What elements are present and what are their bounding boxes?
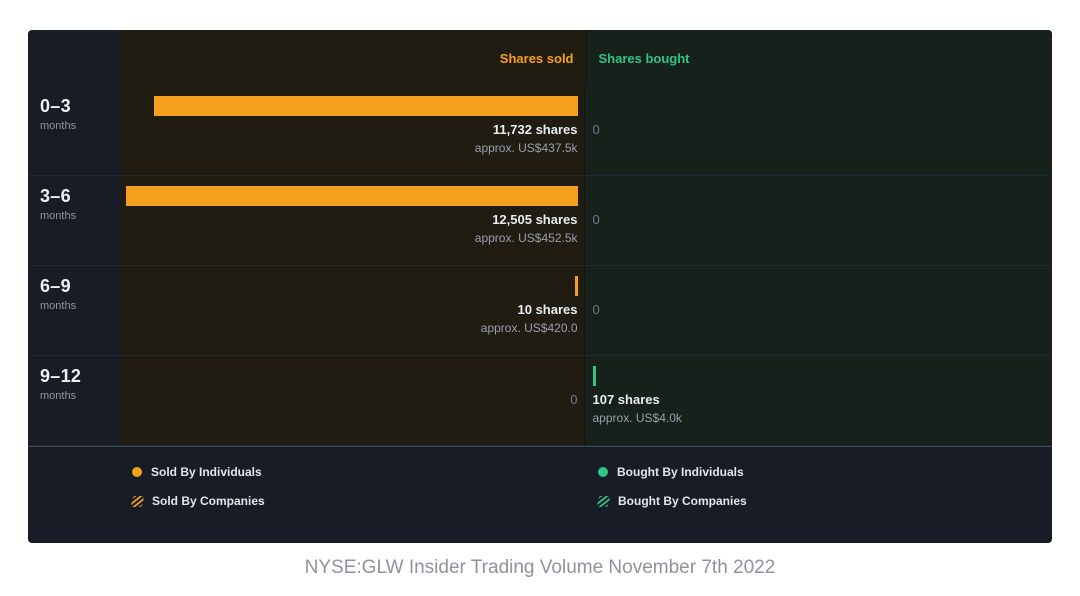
bought-approx-value [593, 142, 1045, 154]
bought-shares-value: 0 [592, 122, 600, 137]
bought-cell: 0 [583, 86, 1052, 175]
sold-legend-column: Sold By Individuals Sold By Companies [120, 465, 586, 508]
sold-bar-track [126, 276, 578, 296]
legend-item-bought-by-individuals: Bought By Individuals [598, 465, 1052, 479]
legend-label: Sold By Individuals [151, 465, 262, 479]
sold-shares-value: 10 shares [517, 302, 578, 317]
sold-approx-value: approx. US$420.0 [480, 321, 578, 335]
period-range: 9–12 [40, 366, 82, 386]
bought-cell: 0 [583, 266, 1052, 355]
legend-item-bought-by-companies: Bought By Companies [596, 494, 1052, 508]
chart-legend: Sold By Individuals Sold By Companies Bo… [28, 447, 1052, 508]
sold-companies-hatch-icon [130, 495, 145, 507]
bought-bar-track [593, 96, 1045, 116]
bought-bar-track [592, 366, 1045, 386]
period-row-6-9-months: 6–9 months 10 shares approx. US$420.0 0 [28, 266, 1052, 356]
period-unit: months [40, 120, 77, 132]
shares-sold-header: Shares sold [120, 30, 586, 86]
sold-cell: 12,505 shares approx. US$452.5k [120, 176, 584, 265]
sold-bar [153, 96, 578, 116]
period-label: 0–3 months [28, 86, 120, 175]
shares-bought-header: Shares bought [585, 30, 1052, 86]
bought-bar-track [593, 186, 1045, 206]
sold-cell: 0 [120, 356, 584, 445]
period-range: 6–9 [40, 276, 71, 296]
bought-cell: 107 shares approx. US$4.0k [583, 356, 1052, 445]
sold-bar [126, 186, 578, 206]
sold-individuals-circle-icon [132, 467, 142, 477]
legend-item-sold-by-individuals: Sold By Individuals [132, 465, 586, 479]
sold-shares-value: 12,505 shares [492, 212, 578, 227]
bought-shares-value: 0 [592, 302, 600, 317]
sold-approx-value: approx. US$437.5k [474, 141, 578, 155]
legend-divider [28, 446, 1052, 447]
period-row-0-3-months: 0–3 months 11,732 shares approx. US$437.… [28, 86, 1052, 176]
bought-bar-track [593, 276, 1045, 296]
bought-shares-value: 0 [592, 212, 600, 227]
sold-cell: 11,732 shares approx. US$437.5k [120, 86, 584, 175]
sold-shares-value: 0 [570, 392, 578, 407]
legend-label: Sold By Companies [152, 494, 265, 508]
sold-approx-value [126, 412, 578, 424]
legend-label: Bought By Companies [618, 494, 747, 508]
period-label: 6–9 months [28, 266, 120, 355]
period-unit: months [40, 300, 77, 312]
period-range: 3–6 [40, 186, 71, 206]
sold-shares-value: 11,732 shares [492, 122, 578, 137]
shares-bought-header-label: Shares bought [598, 50, 690, 66]
sold-cell: 10 shares approx. US$420.0 [120, 266, 584, 355]
insider-trading-chart: Shares sold Shares bought 0–3 months 11,… [28, 30, 1052, 543]
sold-bar-track [126, 186, 578, 206]
period-range: 0–3 [40, 96, 71, 116]
bought-cell: 0 [583, 176, 1052, 265]
sold-approx-value: approx. US$452.5k [474, 231, 578, 245]
bought-approx-value: approx. US$4.0k [592, 411, 682, 425]
bought-approx-value [593, 232, 1045, 244]
chart-caption: NYSE:GLW Insider Trading Volume November… [304, 557, 776, 578]
shares-sold-header-label: Shares sold [499, 50, 574, 66]
period-label: 9–12 months [28, 356, 120, 445]
legend-spacer [28, 465, 120, 508]
bought-legend-column: Bought By Individuals Bought By Companie… [586, 465, 1052, 508]
bought-bar [592, 366, 597, 386]
sold-bar-track [126, 96, 578, 116]
bought-shares-value: 107 shares [592, 392, 660, 407]
period-unit: months [40, 390, 77, 402]
sold-bar-track [126, 366, 578, 386]
legend-label: Bought By Individuals [617, 465, 744, 479]
bought-companies-hatch-icon [596, 495, 611, 507]
legend-item-sold-by-companies: Sold By Companies [130, 494, 586, 508]
sold-bar [574, 276, 578, 296]
period-label: 3–6 months [28, 176, 120, 265]
header-spacer [28, 30, 120, 86]
column-headers: Shares sold Shares bought [28, 30, 1052, 86]
bought-individuals-circle-icon [598, 467, 608, 477]
period-unit: months [40, 210, 77, 222]
period-row-9-12-months: 9–12 months 0 107 shares approx. US$4.0k [28, 356, 1052, 446]
bought-approx-value [593, 322, 1045, 334]
period-row-3-6-months: 3–6 months 12,505 shares approx. US$452.… [28, 176, 1052, 266]
